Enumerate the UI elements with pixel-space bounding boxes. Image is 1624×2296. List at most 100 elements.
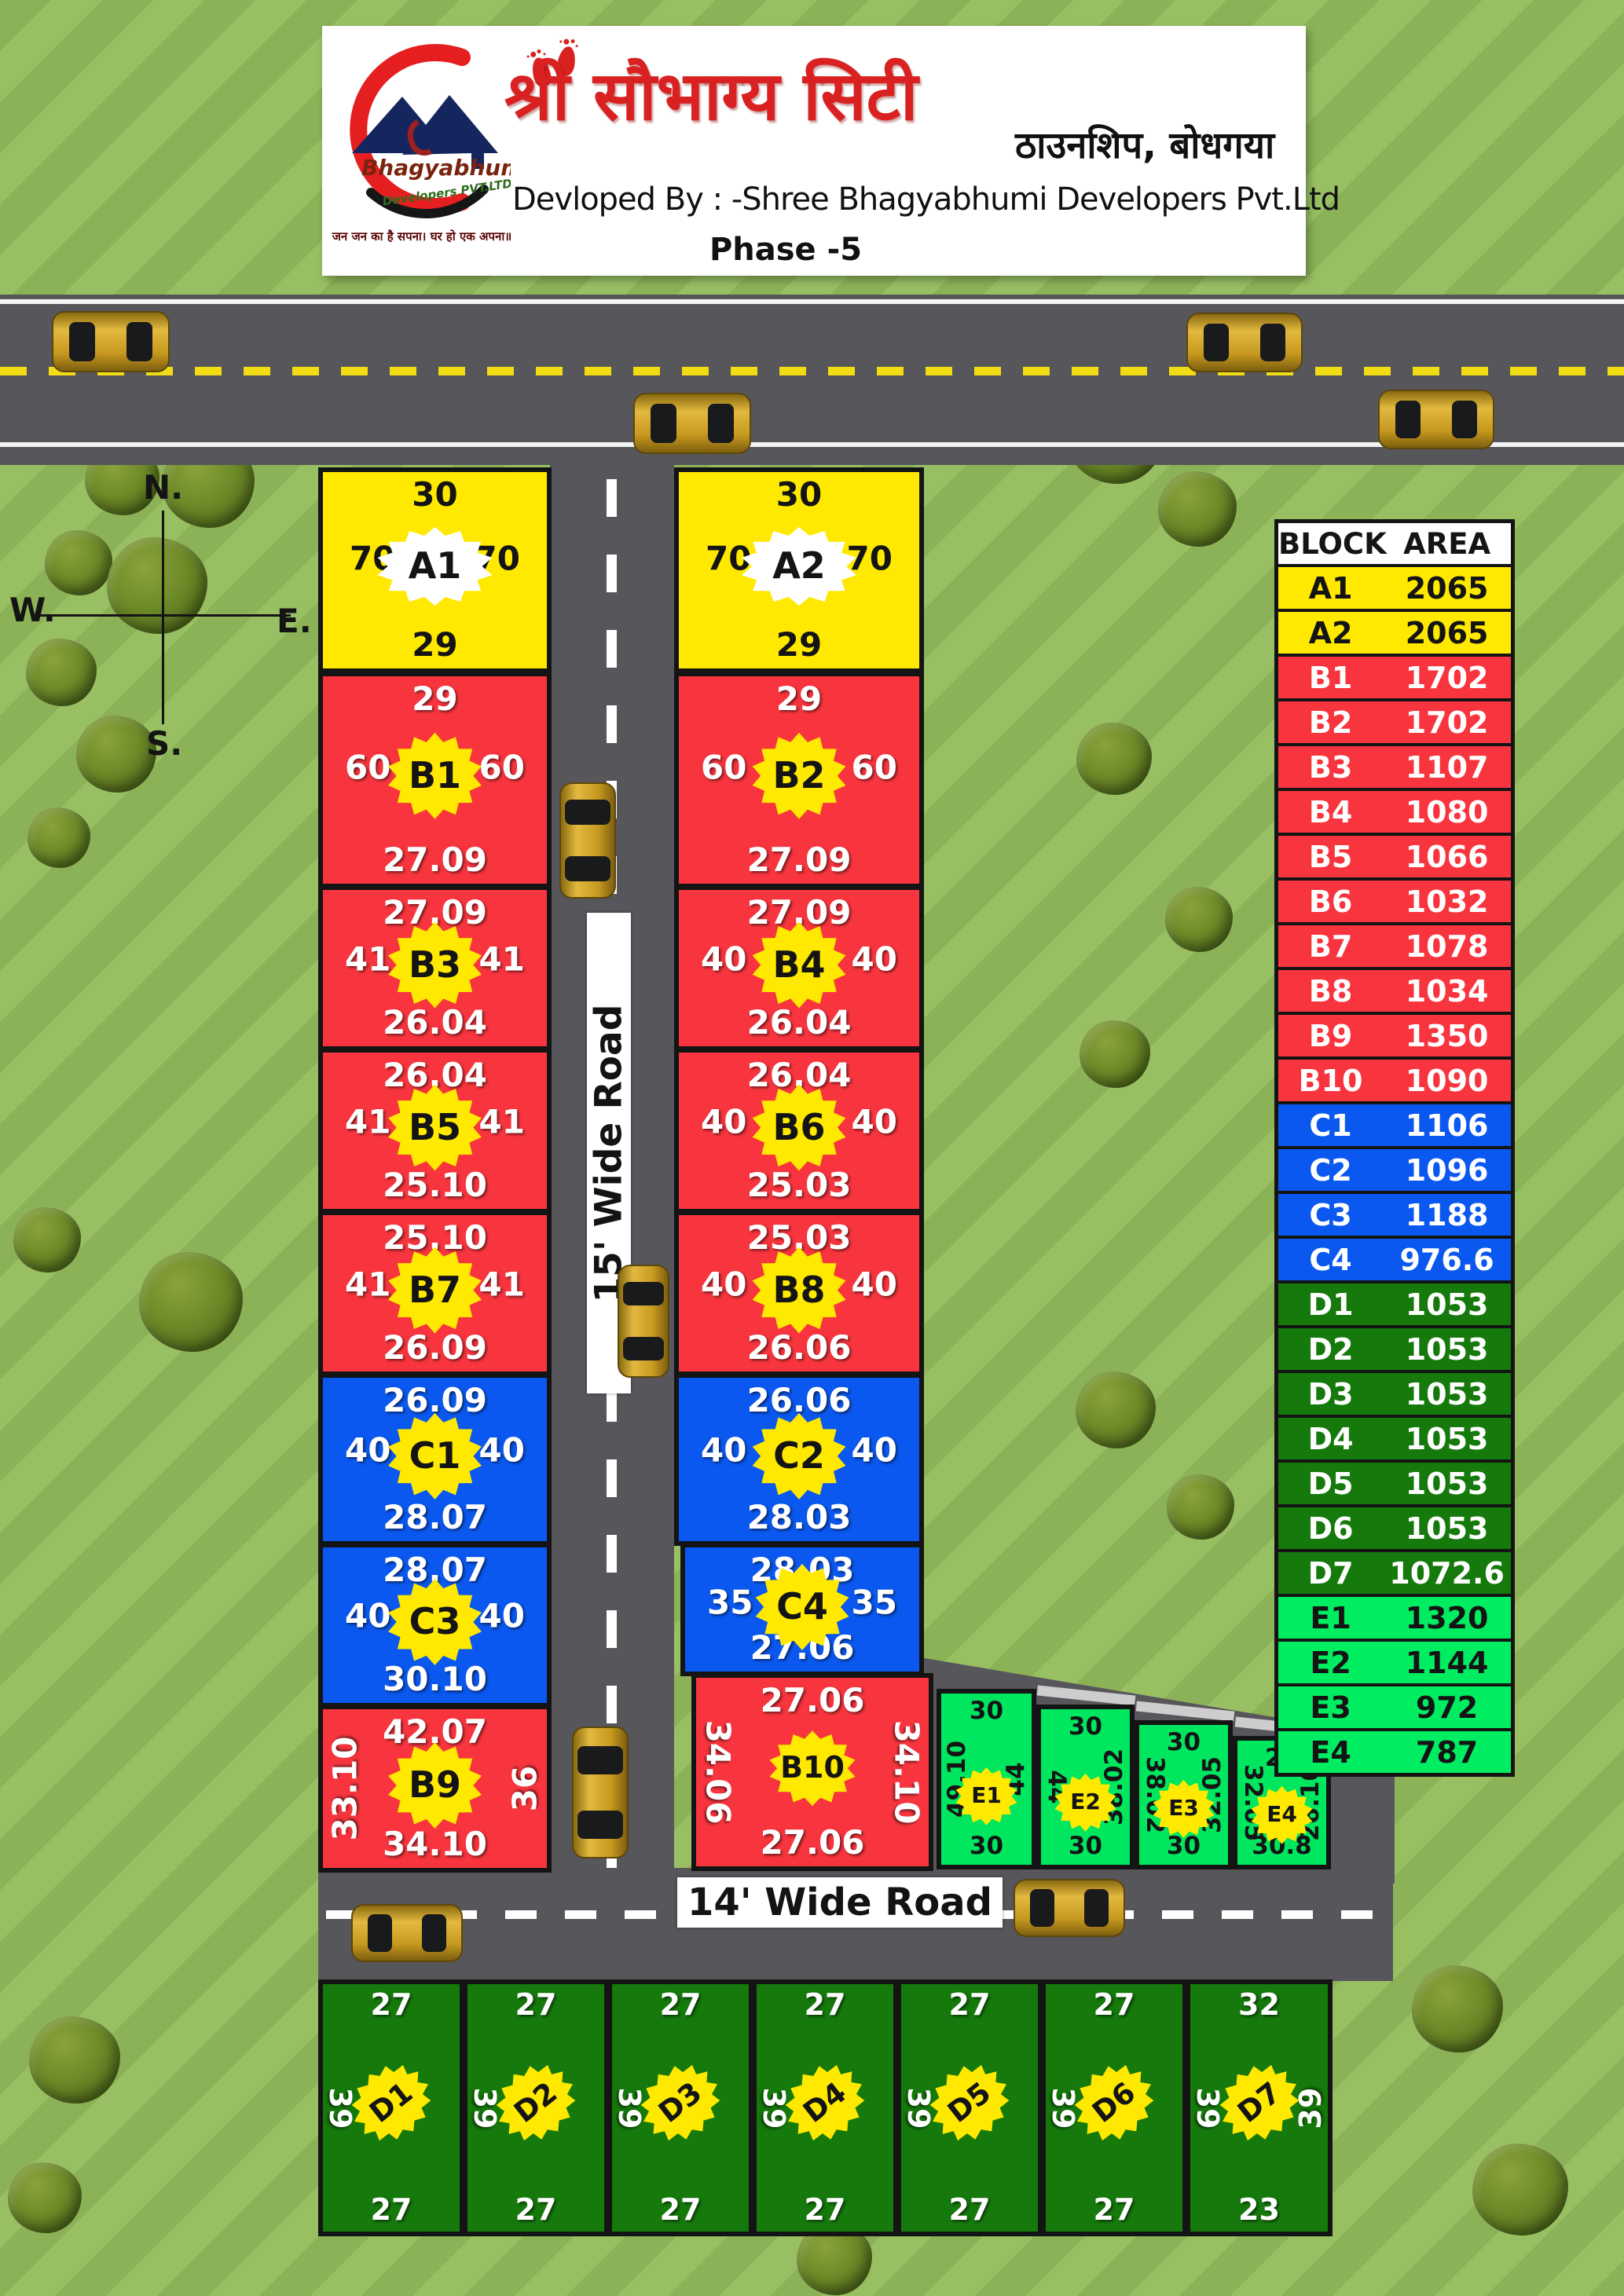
plot-B4: 27.09 26.04 40 40 B4 [674,885,924,1051]
plot-A1: 30 29 70 70 A1 [318,467,552,673]
plot-B8: 25.03 26.06 40 40 B8 [674,1210,924,1376]
car-icon [559,782,616,899]
plot-B2-dimension: 29 [775,679,823,718]
plot-C2-label: C2 [752,1412,846,1500]
plot-B1-dimension: 29 [412,679,458,718]
table-cell-area: 2065 [1405,615,1489,650]
plot-D2-dimension: 27 [515,2192,557,2227]
table-cell-area: 1144 [1405,1645,1489,1680]
table-cell-block: D7 [1307,1555,1354,1591]
table-cell-area: 1032 [1405,884,1489,919]
plot-C3: 28.07 30.10 40 40 C3 [318,1543,552,1708]
car-icon [633,393,751,454]
table-cell-area: 1034 [1405,973,1489,1009]
table-row-C1: C1 1106 [1278,1104,1511,1146]
table-row-E1: E1 1320 [1278,1597,1511,1639]
table-row-C3: C3 1188 [1278,1194,1511,1236]
plot-B4-label: B4 [752,921,846,1009]
plot-B6: 26.04 25.03 40 40 B6 [674,1048,924,1214]
plot-B1-dimension: 60 [478,748,525,787]
table-row-B1: B1 1702 [1278,657,1511,698]
table-cell-area: 1188 [1405,1197,1489,1232]
table-cell-area: 1320 [1405,1600,1489,1635]
table-cell-area: 1053 [1405,1466,1489,1501]
table-cell-block: B5 [1308,839,1353,874]
tree-icon [76,716,156,793]
plot-B5: 26.04 25.10 41 41 B5 [318,1048,552,1214]
table-header-block: BLOCK [1278,526,1387,561]
plot-D7-dimension: 32 [1238,1987,1280,2022]
plot-B7: 25.10 26.09 41 41 B7 [318,1210,552,1376]
plot-B10-dimension: 34.06 [698,1719,738,1825]
tree-icon [1076,1371,1156,1448]
plot-A1-dimension: 29 [412,625,458,664]
compass-west: W. [9,591,56,629]
plot-B5-dimension: 41 [478,1102,525,1141]
table-cell-area: 1702 [1405,705,1489,740]
plot-D4-dimension: 27 [804,2192,846,2227]
table-cell-area: 1053 [1405,1421,1489,1456]
logo-tagline: जन जन का है सपना। घर हो एक अपना॥ [332,229,512,244]
plot-C3-dimension: 30.10 [383,1660,487,1698]
plot-D7-dimension: 39 [1293,2087,1328,2129]
plot-D2: 27 27 39 D2 [463,1979,609,2236]
car-icon [351,1904,463,1962]
plot-B3-dimension: 26.04 [383,1003,487,1042]
plot-B5-label: B5 [388,1084,482,1171]
road-edge-line [0,299,1624,304]
tree-icon [45,530,112,595]
plot-D1-dimension: 27 [370,2192,412,2227]
compass-south: S. [146,724,183,763]
car-icon [1186,313,1303,372]
table-cell-block: E1 [1310,1600,1351,1635]
table-cell-block: C3 [1309,1197,1352,1232]
plot-E2: 30 30 44 38.02 E2 [1036,1705,1135,1869]
plot-D3-dimension: 27 [659,2192,702,2227]
plot-B2-label: B2 [752,732,846,819]
plot-B2-dimension: 60 [701,748,747,787]
plot-C1-dimension: 40 [478,1430,525,1470]
table-cell-area: 1090 [1405,1063,1489,1098]
plot-D4: 27 27 39 D4 [752,1979,898,2236]
table-cell-area: 1107 [1405,749,1489,785]
plot-E2-dimension: 30 [1068,1712,1103,1741]
tree-icon [29,2016,120,2104]
table-cell-area: 1106 [1405,1108,1489,1143]
car-icon [1014,1879,1125,1937]
table-row-C2: C2 1096 [1278,1149,1511,1191]
table-row-A2: A2 2065 [1278,612,1511,654]
plot-E2-dimension: 30 [1068,1832,1103,1860]
developer-logo: Bhagyabhumi Developers PVT.LTD [330,35,531,232]
table-row-B3: B3 1107 [1278,746,1511,788]
table-cell-block: B7 [1308,928,1353,964]
plot-A2-label: A2 [741,527,857,606]
table-cell-block: D5 [1307,1466,1354,1501]
table-cell-block: A1 [1308,570,1353,606]
plot-B8-dimension: 40 [851,1265,897,1304]
plot-B6-dimension: 40 [701,1102,747,1141]
plot-D3-dimension: 27 [659,1987,702,2022]
plot-D7-dimension: 23 [1238,2192,1280,2227]
plot-E3-dimension: 30 [1166,1728,1201,1756]
plot-D5-dimension: 27 [948,2192,991,2227]
table-cell-block: C2 [1309,1152,1352,1188]
table-row-D5: D5 1053 [1278,1463,1511,1504]
plot-B7-dimension: 26.09 [383,1328,487,1367]
table-row-B4: B4 1080 [1278,791,1511,833]
plot-D5-dimension: 27 [948,1987,991,2022]
table-cell-area: 972 [1415,1690,1479,1725]
plot-D2-dimension: 27 [515,1987,557,2022]
table-cell-block: C4 [1309,1242,1352,1277]
plot-B9-dimension: 33.10 [325,1736,365,1841]
plot-C1-dimension: 28.07 [383,1498,487,1536]
table-cell-block: D1 [1307,1287,1354,1322]
plot-B5-dimension: 41 [345,1102,391,1141]
table-cell-area: 1078 [1405,928,1489,964]
plot-B1-label: B1 [388,732,482,819]
table-cell-area: 1350 [1405,1018,1489,1053]
plot-B4-dimension: 40 [701,939,747,979]
plot-C1-dimension: 40 [345,1430,391,1470]
plot-B8-dimension: 26.06 [746,1328,852,1367]
plot-D5-dimension: 39 [901,2087,936,2129]
horizontal-road-label: 14' Wide Road [677,1877,1003,1928]
